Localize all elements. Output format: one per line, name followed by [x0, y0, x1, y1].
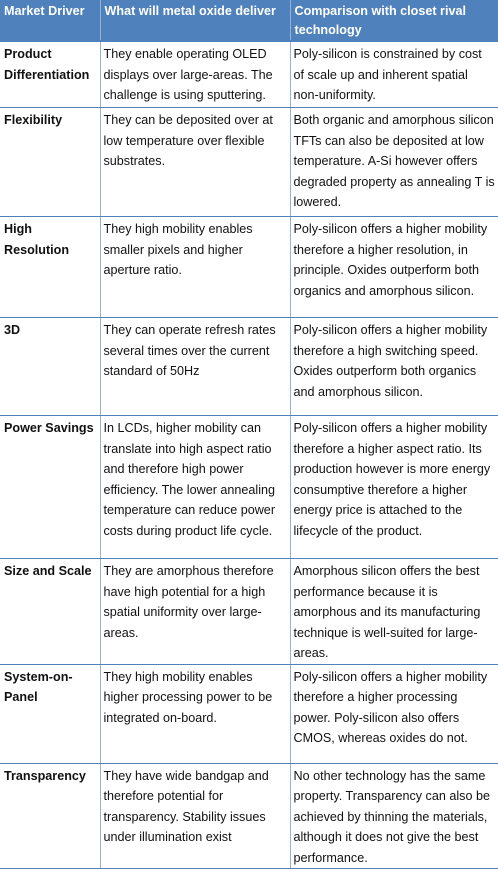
deliver-cell: They can be deposited over at low temper… [99, 107, 290, 217]
comparison-cell: No other technology has the same propert… [289, 763, 498, 869]
table-row: Flexibility They can be deposited over a… [0, 107, 498, 217]
table-row: Product Differentiation They enable oper… [0, 41, 498, 108]
comparison-cell: Both organic and amorphous silicon TFTs … [289, 107, 498, 217]
comparison-cell: Poly-silicon offers a higher mobility th… [289, 415, 498, 559]
comparison-cell: Poly-silicon offers a higher mobility th… [289, 216, 498, 318]
driver-cell: High Resolution [0, 216, 100, 318]
market-driver-table: Market Driver What will metal oxide deli… [0, 0, 498, 869]
comparison-cell: Amorphous silicon offers the best perfor… [289, 558, 498, 665]
deliver-cell: They high mobility enables higher proces… [99, 664, 290, 764]
header-row: Market Driver What will metal oxide deli… [0, 0, 498, 42]
deliver-cell: They are amorphous therefore have high p… [99, 558, 290, 665]
deliver-cell: They can operate refresh rates several t… [99, 317, 290, 416]
deliver-cell: They high mobility enables smaller pixel… [99, 216, 290, 318]
table-header: Market Driver What will metal oxide deli… [0, 0, 498, 42]
driver-cell: Transparency [0, 763, 100, 869]
table-row: 3D They can operate refresh rates severa… [0, 317, 498, 416]
driver-cell: System-on-Panel [0, 664, 100, 764]
deliver-cell: They enable operating OLED displays over… [99, 41, 290, 108]
header-market-driver: Market Driver [0, 0, 100, 42]
header-metal-oxide-deliver: What will metal oxide deliver [99, 0, 290, 42]
driver-cell: Product Differentiation [0, 41, 100, 108]
table-row: System-on-Panel They high mobility enabl… [0, 664, 498, 764]
deliver-cell: In LCDs, higher mobility can translate i… [99, 415, 290, 559]
table-row: Size and Scale They are amorphous theref… [0, 558, 498, 665]
table-body: Product Differentiation They enable oper… [0, 41, 498, 869]
comparison-cell: Poly-silicon offers a higher mobility th… [289, 664, 498, 764]
driver-cell: Flexibility [0, 107, 100, 217]
comparison-cell: Poly-silicon offers a higher mobility th… [289, 317, 498, 416]
table-row: Transparency They have wide bandgap and … [0, 763, 498, 869]
comparison-cell: Poly-silicon is constrained by cost of s… [289, 41, 498, 108]
driver-cell: 3D [0, 317, 100, 416]
table-row: High Resolution They high mobility enabl… [0, 216, 498, 318]
table-row: Power Savings In LCDs, higher mobility c… [0, 415, 498, 559]
driver-cell: Size and Scale [0, 558, 100, 665]
header-rival-comparison: Comparison with closet rival technology [289, 0, 498, 42]
driver-cell: Power Savings [0, 415, 100, 559]
deliver-cell: They have wide bandgap and therefore pot… [99, 763, 290, 869]
